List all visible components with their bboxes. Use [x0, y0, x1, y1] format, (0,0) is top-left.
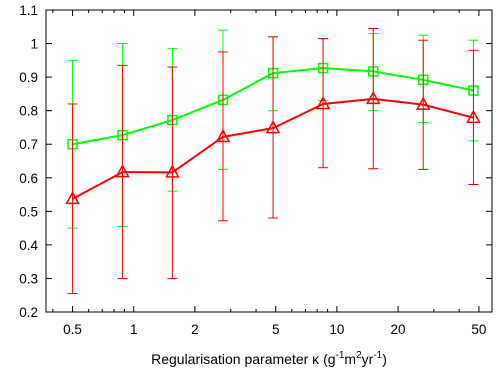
series-layer [65, 27, 481, 295]
x-axis-label-text: Regularisation parameter κ (g [151, 351, 335, 367]
y-tick-label: 0.9 [19, 70, 38, 85]
x-axis-label-superscript: -1 [373, 350, 382, 361]
x-axis-label-text: yr [362, 351, 374, 367]
data-point-triangle [65, 190, 80, 205]
x-tick-label: 2 [191, 322, 199, 337]
plot-frame [45, 9, 493, 313]
series-triangle [65, 27, 481, 295]
y-tick-label: 0.5 [19, 204, 38, 219]
data-point-triangle [466, 109, 481, 123]
x-axis-label-text: ) [382, 351, 387, 367]
data-point-triangle [115, 164, 130, 178]
x-axis-label-superscript: 2 [356, 350, 362, 361]
y-tick-label: 1.1 [19, 3, 38, 18]
x-tick-label: 20 [391, 322, 406, 337]
data-point-triangle [365, 90, 381, 105]
x-tick-label: 1 [130, 322, 138, 337]
y-tick-label: 0.4 [19, 238, 38, 253]
axes-layer: 0.2 0.3 0.4 0.5 0.6 0.7 0.8 0.9 1 1.1 0.5 1 2 5 10 20 50 [19, 3, 492, 337]
data-point-triangle [165, 164, 180, 178]
data-point-triangle [265, 120, 281, 134]
data-point-triangle [415, 96, 431, 110]
y-tick-label: 0.2 [19, 305, 38, 320]
y-tick-label: 0.3 [19, 271, 38, 286]
data-point-triangle [215, 128, 231, 143]
x-axis-label-text: m [344, 351, 356, 367]
y-tick-label: 0.6 [19, 171, 38, 186]
x-tick-label: 50 [471, 322, 486, 337]
y-tick-label: 0.7 [19, 137, 38, 152]
series-line [72, 97, 474, 200]
x-axis-label-superscript: -1 [336, 350, 345, 361]
x-tick-label: 10 [329, 322, 344, 337]
x-tick-label: 0.5 [63, 322, 82, 337]
x-tick-label: 5 [272, 322, 280, 337]
y-tick-label: 0.8 [19, 104, 38, 119]
x-axis-label: Regularisation parameter κ (g-1m2yr-1) [151, 350, 387, 367]
data-point-triangle [315, 95, 331, 110]
y-tick-label: 1 [30, 37, 38, 52]
